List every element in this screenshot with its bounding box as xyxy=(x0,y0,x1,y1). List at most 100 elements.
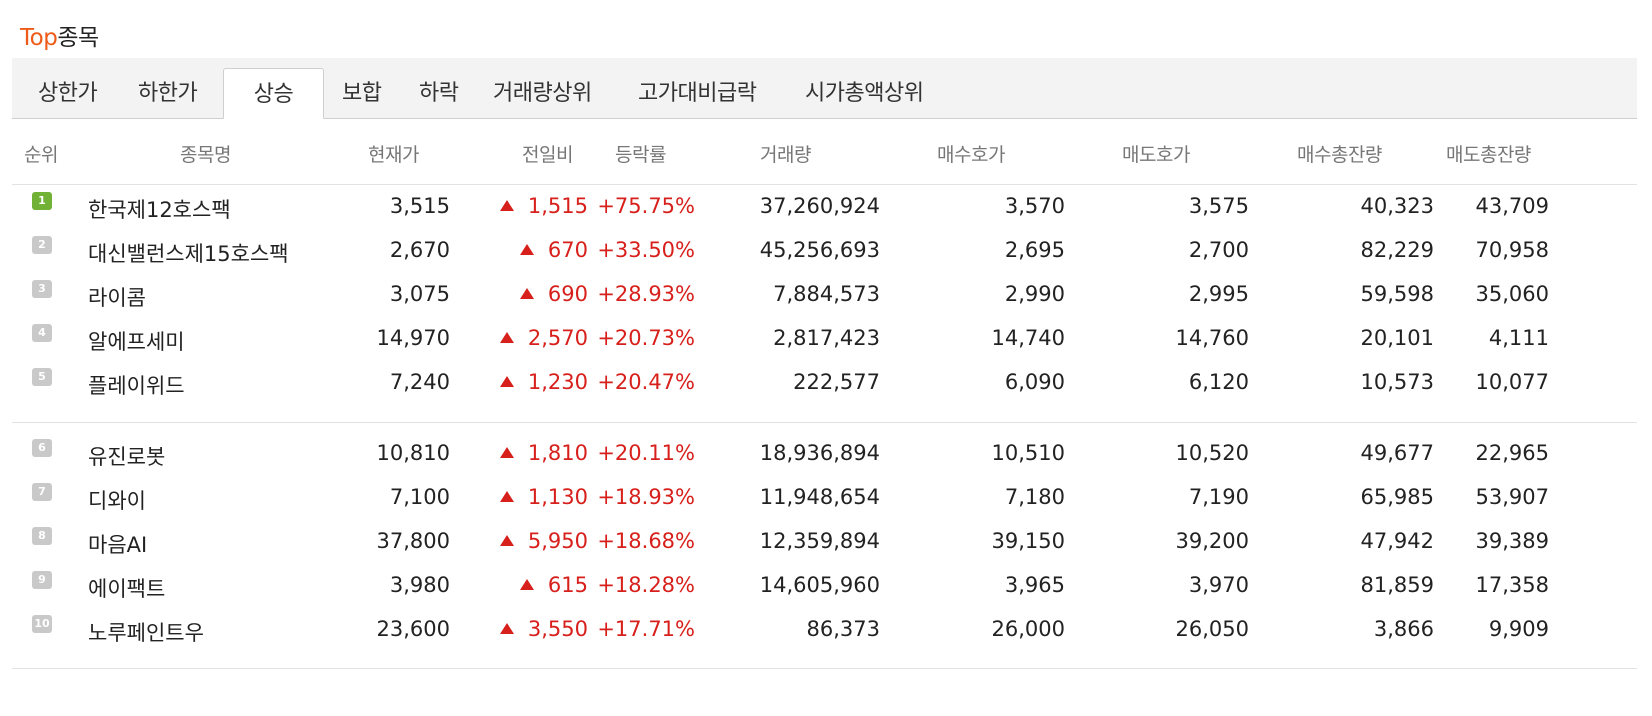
tab-fall[interactable]: 하락 xyxy=(419,81,459,106)
tab-flat[interactable]: 보합 xyxy=(342,81,382,106)
bid-price-cell: 7,180 xyxy=(1004,485,1065,509)
ask-price-cell: 14,760 xyxy=(1175,326,1249,350)
tab-bar: 상한가 하한가 상승 보합 하락 거래량상위 고가대비급락 시가총액상위 xyxy=(12,58,1637,119)
rank-badge-icon: 1 xyxy=(32,192,52,210)
col-volume: 거래량 xyxy=(760,144,811,166)
stock-name-link[interactable]: 라이콤 xyxy=(88,286,146,310)
rank-badge-icon: 3 xyxy=(32,280,52,298)
stock-name-link[interactable]: 대신밸런스제15호스팩 xyxy=(88,242,289,266)
change-value: 5,950 xyxy=(527,529,588,553)
change-cell: 5,950 xyxy=(499,529,588,553)
price-cell: 3,515 xyxy=(389,194,450,218)
bid-total-cell: 65,985 xyxy=(1360,485,1434,509)
change-cell: 1,230 xyxy=(499,370,588,394)
ask-total-cell: 4,111 xyxy=(1488,326,1549,350)
table-row: 10 노루페인트우 23,600 +17.71% 86,373 26,000 26,050 3… xyxy=(12,607,1637,653)
stock-name-link[interactable]: 한국제12호스팩 xyxy=(88,198,231,222)
stock-name-link[interactable]: 유진로봇 xyxy=(88,445,166,469)
bid-price-cell: 3,570 xyxy=(1004,194,1065,218)
volume-cell: 2,817,423 xyxy=(773,326,880,350)
price-cell: 14,970 xyxy=(376,326,450,350)
rate-cell: +75.75% xyxy=(597,194,695,218)
bid-total-cell: 40,323 xyxy=(1360,194,1434,218)
up-triangle-icon xyxy=(519,578,534,590)
ask-total-cell: 10,077 xyxy=(1475,370,1549,394)
bid-price-cell: 2,695 xyxy=(1004,238,1065,262)
ask-total-cell: 22,965 xyxy=(1475,441,1549,465)
ask-total-cell: 53,907 xyxy=(1475,485,1549,509)
up-triangle-icon xyxy=(499,331,514,343)
ask-total-cell: 17,358 xyxy=(1475,573,1549,597)
change-value: 670 xyxy=(547,238,588,262)
rate-cell: +20.11% xyxy=(597,441,695,465)
stock-name-link[interactable]: 에이팩트 xyxy=(88,577,166,601)
tab-drop-from-high[interactable]: 고가대비급락 xyxy=(638,81,757,106)
table-bottom-divider xyxy=(12,668,1637,669)
volume-cell: 45,256,693 xyxy=(759,238,880,262)
bid-total-cell: 59,598 xyxy=(1360,282,1434,306)
stock-name-link[interactable]: 노루페인트우 xyxy=(88,621,204,645)
change-cell: 690 xyxy=(519,282,588,306)
ask-price-cell: 3,575 xyxy=(1188,194,1249,218)
bid-total-cell: 10,573 xyxy=(1360,370,1434,394)
ask-total-cell: 35,060 xyxy=(1475,282,1549,306)
up-triangle-icon xyxy=(519,243,534,255)
rate-cell: +18.68% xyxy=(597,529,695,553)
rate-cell: +20.47% xyxy=(597,370,695,394)
rate-cell: +33.50% xyxy=(597,238,695,262)
group-divider xyxy=(12,422,1637,423)
price-cell: 7,240 xyxy=(389,370,450,394)
bid-price-cell: 14,740 xyxy=(991,326,1065,350)
table-row: 8 마음AI 37,800 +18.68% 12,359,894 39,150 39,200… xyxy=(12,519,1637,565)
volume-cell: 86,373 xyxy=(806,617,880,641)
ask-price-cell: 26,050 xyxy=(1175,617,1249,641)
ask-price-cell: 3,970 xyxy=(1188,573,1249,597)
col-ask: 매도호가 xyxy=(1122,144,1190,166)
price-cell: 3,980 xyxy=(389,573,450,597)
ask-total-cell: 9,909 xyxy=(1488,617,1549,641)
change-value: 690 xyxy=(547,282,588,306)
stock-name-link[interactable]: 마음AI xyxy=(88,533,148,557)
title-accent: Top xyxy=(20,25,58,51)
bid-total-cell: 47,942 xyxy=(1360,529,1434,553)
volume-cell: 11,948,654 xyxy=(759,485,880,509)
tab-rise[interactable]: 상승 xyxy=(223,68,324,119)
rate-cell: +20.73% xyxy=(597,326,695,350)
table-row: 4 알에프세미 14,970 +20.73% 2,817,423 14,740 14,760… xyxy=(12,316,1637,362)
change-cell: 3,550 xyxy=(499,617,588,641)
rank-badge-icon: 5 xyxy=(32,368,52,386)
bid-price-cell: 6,090 xyxy=(1004,370,1065,394)
bid-price-cell: 26,000 xyxy=(991,617,1065,641)
ask-total-cell: 70,958 xyxy=(1475,238,1549,262)
volume-cell: 222,577 xyxy=(793,370,880,394)
tab-upper-limit[interactable]: 상한가 xyxy=(38,81,98,106)
up-triangle-icon xyxy=(499,199,514,211)
stock-name-link[interactable]: 알에프세미 xyxy=(88,330,185,354)
price-cell: 3,075 xyxy=(389,282,450,306)
rate-cell: +18.28% xyxy=(597,573,695,597)
bid-price-cell: 3,965 xyxy=(1004,573,1065,597)
title-text: 종목 xyxy=(57,25,99,51)
tab-market-cap-top[interactable]: 시가총액상위 xyxy=(805,81,924,106)
col-bid: 매수호가 xyxy=(937,144,1005,166)
tab-lower-limit[interactable]: 하한가 xyxy=(138,81,198,106)
table-row: 1 한국제12호스팩 3,515 +75.75% 37,260,924 3,570 3,57… xyxy=(12,184,1637,230)
stock-name-link[interactable]: 플레이위드 xyxy=(88,374,185,398)
up-triangle-icon xyxy=(499,446,514,458)
tab-volume-top[interactable]: 거래량상위 xyxy=(493,81,592,106)
bid-total-cell: 3,866 xyxy=(1373,617,1434,641)
change-cell: 1,515 xyxy=(499,194,588,218)
table-row: 9 에이팩트 3,980 +18.28% 14,605,960 3,965 3,970 81,… xyxy=(12,563,1637,609)
volume-cell: 14,605,960 xyxy=(759,573,880,597)
change-value: 1,130 xyxy=(527,485,588,509)
volume-cell: 7,884,573 xyxy=(773,282,880,306)
bid-total-cell: 49,677 xyxy=(1360,441,1434,465)
table-row: 6 유진로봇 10,810 +20.11% 18,936,894 10,510 10,520… xyxy=(12,431,1637,477)
stock-name-link[interactable]: 디와이 xyxy=(88,489,146,513)
ask-price-cell: 39,200 xyxy=(1175,529,1249,553)
table-row: 3 라이콤 3,075 +28.93% 7,884,573 2,990 2,995 59,59… xyxy=(12,272,1637,318)
ask-price-cell: 2,995 xyxy=(1188,282,1249,306)
rank-badge-icon: 4 xyxy=(32,324,52,342)
bid-price-cell: 39,150 xyxy=(991,529,1065,553)
rank-badge-icon: 10 xyxy=(32,615,52,633)
